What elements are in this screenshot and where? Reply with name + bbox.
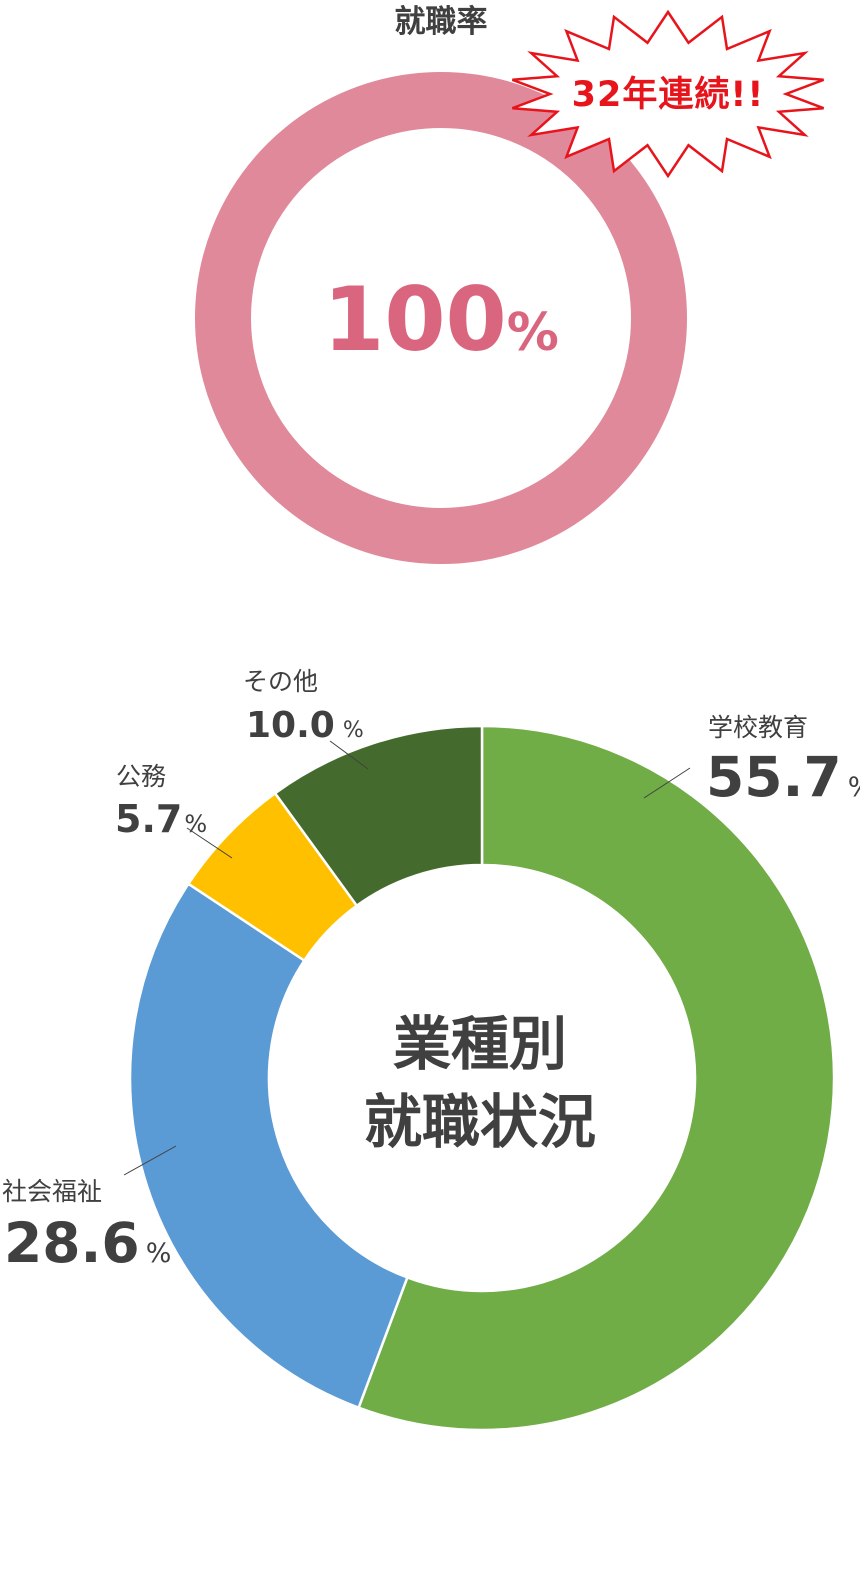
donut-slice-social-welfare: [128, 882, 409, 1410]
employment-rate-ring: [195, 72, 687, 564]
starburst-shape: [511, 9, 825, 179]
label-school-education-value: 55.7%: [706, 745, 860, 809]
donut-slice-school-education: [357, 724, 836, 1432]
leader-line-public-service: [186, 827, 233, 859]
label-school-education-name: 学校教育: [708, 713, 808, 742]
leader-line-school-education: [643, 767, 691, 799]
label-social-welfare: 社会福祉 28.6%: [2, 1177, 171, 1275]
value-public-service: 5.7: [115, 797, 182, 841]
label-public-service-name: 公務: [116, 762, 166, 791]
leader-line-social-welfare: [123, 1145, 177, 1176]
center-label-line-2: 就職状況: [364, 1088, 596, 1156]
unit-school-education: %: [848, 772, 860, 803]
label-other-name: その他: [243, 667, 318, 696]
value-other: 10.0: [246, 705, 335, 746]
leader-line-other: [329, 740, 369, 770]
employment-rate-section: 就職率 100% 32年連続!!: [195, 4, 825, 564]
label-school-education: 学校教育 55.7%: [706, 713, 860, 809]
donut-slices: [128, 724, 836, 1432]
value-social-welfare: 28.6: [4, 1211, 140, 1275]
consecutive-years-burst: 32年連続!!: [511, 9, 825, 179]
unit-social-welfare: %: [146, 1238, 172, 1269]
employment-rate-number: 100: [323, 268, 507, 371]
unit-public-service: %: [184, 810, 207, 838]
donut-slice-other: [273, 724, 484, 908]
employment-rate-title: 就職率: [395, 4, 488, 40]
label-other: その他 10.0%: [243, 667, 364, 746]
label-social-welfare-value: 28.6%: [4, 1211, 171, 1275]
label-social-welfare-name: 社会福祉: [2, 1177, 102, 1206]
center-label-line-1: 業種別: [393, 1010, 567, 1078]
value-school-education: 55.7: [706, 745, 842, 809]
employment-rate-unit: %: [507, 303, 559, 363]
unit-other: %: [343, 718, 364, 743]
burst-text: 32年連続!!: [572, 75, 765, 115]
donut-center-label: 業種別 就職状況: [364, 1010, 596, 1156]
label-public-service-value: 5.7%: [115, 797, 207, 841]
industry-donut-chart: 業種別 就職状況 学校教育 55.7% 社会福祉 28.6% 公務 5.7%: [2, 667, 860, 1432]
employment-rate-value: 100%: [323, 268, 559, 371]
label-public-service: 公務 5.7%: [115, 762, 207, 841]
label-other-value: 10.0%: [246, 705, 364, 746]
